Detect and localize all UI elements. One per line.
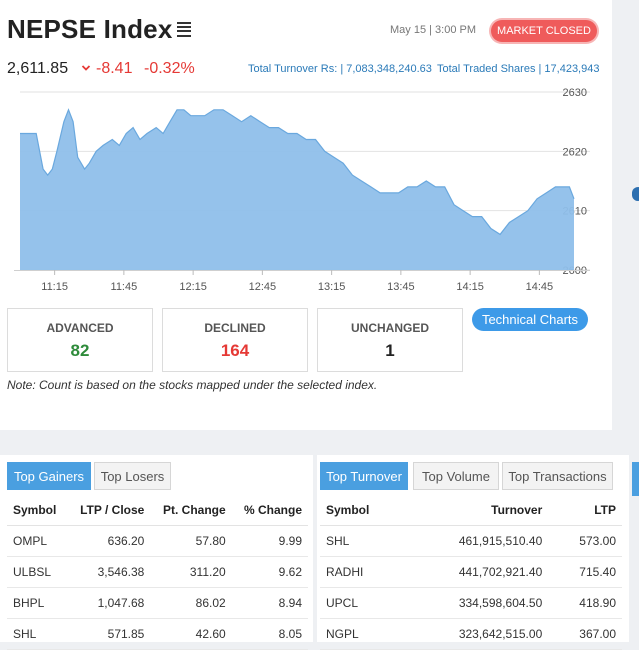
technical-charts-button[interactable]: Technical Charts — [472, 308, 588, 331]
pct-change-cell: 8.05 — [231, 618, 308, 650]
table-row[interactable]: BHPL 1,047.68 86.02 8.94 — [7, 587, 308, 619]
column-header-pct-change[interactable]: % Change — [231, 494, 308, 526]
symbol-cell[interactable]: SHL — [320, 525, 404, 557]
declined-label: DECLINED — [204, 321, 266, 335]
column-header-symbol[interactable]: Symbol — [320, 494, 404, 526]
column-header-turnover[interactable]: Turnover — [403, 494, 549, 526]
index-line-series — [20, 108, 575, 236]
tab-top-losers[interactable]: Top Losers — [94, 462, 171, 490]
x-tick-label: 12:15 — [179, 281, 207, 293]
column-header-ltp[interactable]: LTP — [548, 494, 622, 526]
pt-change-cell: 311.20 — [150, 556, 232, 588]
unchanged-label: UNCHANGED — [351, 321, 429, 335]
y-tick-label: 2620 — [563, 146, 587, 158]
table-row[interactable]: RADHI 441,702,921.40 715.40 — [320, 556, 622, 588]
ltp-cell: 636.20 — [67, 525, 151, 557]
ltp-cell: 1,047.68 — [67, 587, 151, 619]
index-change-percent: -0.32% — [144, 60, 195, 77]
x-tick-label: 14:45 — [526, 281, 554, 293]
unchanged-count: 1 — [385, 341, 395, 360]
table-header-row: Symbol LTP / Close Pt. Change % Change — [7, 494, 308, 526]
y-tick-label: 2630 — [563, 87, 587, 99]
chevron-down-icon — [81, 65, 91, 71]
column-header-symbol[interactable]: Symbol — [7, 494, 68, 526]
column-header-ltp[interactable]: LTP / Close — [67, 494, 151, 526]
advanced-box: ADVANCED 82 — [7, 308, 153, 372]
pct-change-cell: 8.94 — [231, 587, 308, 619]
pt-change-cell: 57.80 — [150, 525, 232, 557]
turnover-cell: 461,915,510.40 — [403, 525, 549, 557]
x-tick-label: 11:45 — [111, 281, 138, 293]
symbol-cell[interactable]: UPCL — [320, 587, 404, 619]
turnover-cell: 441,702,921.40 — [403, 556, 549, 588]
symbol-cell[interactable]: RADHI — [320, 556, 404, 588]
gainers-table: Symbol LTP / Close Pt. Change % Change O… — [7, 494, 308, 650]
table-row[interactable]: OMPL 636.20 57.80 9.99 — [7, 525, 308, 557]
menu-icon[interactable] — [177, 22, 191, 37]
scroll-arrow-icon[interactable] — [632, 187, 639, 201]
index-change-points: -8.41 — [96, 60, 133, 77]
symbol-cell[interactable]: SHL — [7, 618, 68, 650]
turnover-cell: 334,598,604.50 — [403, 587, 549, 619]
pct-change-cell: 9.62 — [231, 556, 308, 588]
ltp-cell: 573.00 — [548, 525, 622, 557]
table-row[interactable]: SHL 571.85 42.60 8.05 — [7, 618, 308, 650]
x-tick-label: 11:15 — [41, 281, 68, 293]
market-status-badge: MARKET CLOSED — [491, 20, 597, 42]
pt-change-cell: 42.60 — [150, 618, 232, 650]
index-area-series[interactable] — [20, 109, 574, 270]
turnover-cell: 323,642,515.00 — [403, 618, 549, 650]
table-row[interactable]: SHL 461,915,510.40 573.00 — [320, 525, 622, 557]
table-header-row: Symbol Turnover LTP — [320, 494, 622, 526]
x-tick-label: 13:15 — [318, 281, 346, 293]
ltp-cell: 418.90 — [548, 587, 622, 619]
ltp-cell: 571.85 — [67, 618, 151, 650]
symbol-cell[interactable]: BHPL — [7, 587, 68, 619]
symbol-cell[interactable]: OMPL — [7, 525, 68, 557]
index-card: NEPSE Index May 15 | 3:00 PM MARKET CLOS… — [0, 0, 612, 430]
page-title: NEPSE Index — [7, 14, 173, 44]
index-value: 2,611.85 — [7, 60, 69, 77]
total-turnover: Total Turnover Rs: | 7,083,348,240.63 — [248, 63, 432, 75]
table-row[interactable]: NGPL 323,642,515.00 367.00 — [320, 618, 622, 650]
advanced-label: ADVANCED — [46, 321, 114, 335]
declined-box: DECLINED 164 — [162, 308, 308, 372]
tab-overflow[interactable] — [632, 462, 639, 496]
pt-change-cell: 86.02 — [150, 587, 232, 619]
turnover-table: Symbol Turnover LTP SHL 461,915,510.40 5… — [320, 494, 622, 650]
total-traded-shares: Total Traded Shares | 17,423,943 — [437, 63, 600, 75]
market-datetime: May 15 | 3:00 PM — [390, 24, 477, 36]
tab-top-transactions[interactable]: Top Transactions — [502, 462, 613, 490]
tab-top-volume[interactable]: Top Volume — [413, 462, 499, 490]
ltp-cell: 367.00 — [548, 618, 622, 650]
x-tick-label: 14:15 — [456, 281, 484, 293]
tab-top-gainers[interactable]: Top Gainers — [7, 462, 91, 490]
x-tick-label: 13:45 — [387, 281, 415, 293]
tab-top-turnover[interactable]: Top Turnover — [320, 462, 408, 490]
index-note: Note: Count is based on the stocks mappe… — [7, 378, 378, 392]
unchanged-box: UNCHANGED 1 — [317, 308, 463, 372]
x-tick-label: 12:45 — [249, 281, 277, 293]
table-row[interactable]: ULBSL 3,546.38 311.20 9.62 — [7, 556, 308, 588]
declined-count: 164 — [220, 341, 250, 360]
ltp-cell: 715.40 — [548, 556, 622, 588]
advanced-count: 82 — [70, 341, 90, 360]
pct-change-cell: 9.99 — [231, 525, 308, 557]
symbol-cell[interactable]: ULBSL — [7, 556, 68, 588]
table-row[interactable]: UPCL 334,598,604.50 418.90 — [320, 587, 622, 619]
column-header-pt-change[interactable]: Pt. Change — [150, 494, 232, 526]
ltp-cell: 3,546.38 — [67, 556, 151, 588]
symbol-cell[interactable]: NGPL — [320, 618, 404, 650]
